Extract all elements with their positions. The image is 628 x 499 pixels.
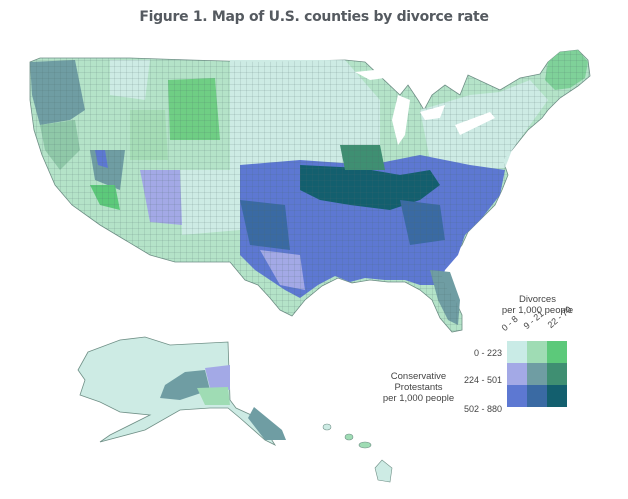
legend-cell-2-1 [527, 385, 547, 407]
legend-y-bin-0: 0 - 223 [473, 348, 502, 358]
legend-cell-0-0 [507, 341, 527, 363]
legend-y-bin-1: 224 - 501 [463, 375, 502, 385]
legend-x-title: Divorces per 1,000 people [501, 294, 574, 316]
legend-cell-1-2 [547, 363, 567, 385]
legend-cell-0-2 [547, 341, 567, 363]
legend-cell-1-1 [527, 363, 547, 385]
legend-y-title: Conservative Protestants per 1,000 peopl… [382, 371, 455, 404]
hawaii [322, 423, 332, 431]
figure-title: Figure 1. Map of U.S. counties by divorc… [139, 9, 489, 25]
legend-y-bin-2: 502 - 880 [463, 404, 502, 414]
legend-cell-0-1 [527, 341, 547, 363]
legend-cell-2-0 [507, 385, 527, 407]
legend-cell-1-0 [507, 363, 527, 385]
legend-cell-2-2 [547, 385, 567, 407]
